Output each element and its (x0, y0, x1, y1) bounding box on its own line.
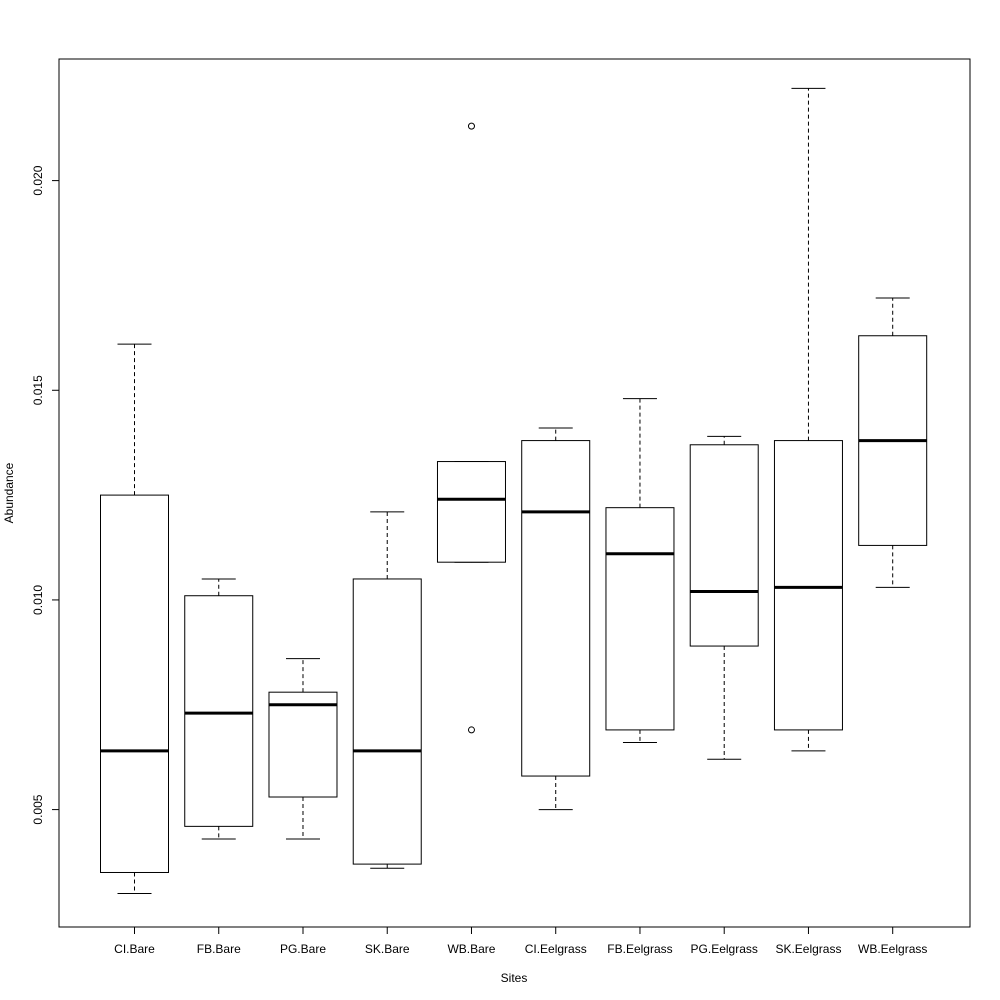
iqr-box (184, 595, 254, 827)
x-tick-label: FB.Bare (197, 942, 241, 956)
x-tick-label: SK.Eelgrass (775, 942, 841, 956)
iqr-box (352, 578, 422, 865)
y-axis: 0.005 0.010 0.015 0.020 (31, 165, 60, 825)
iqr-box (773, 440, 843, 731)
y-tick-label: 0.015 (31, 375, 45, 405)
iqr-box (605, 507, 675, 731)
iqr-box (100, 494, 169, 873)
x-tick-label: PG.Bare (280, 942, 326, 956)
box-SK.Eelgrass (773, 87, 843, 752)
x-axis-label: Sites (501, 971, 528, 985)
box-PG.Eelgrass (689, 435, 759, 760)
box-WB.Eelgrass (858, 297, 928, 588)
x-tick-label: WB.Bare (447, 942, 495, 956)
x-tick-label: CI.Bare (114, 942, 155, 956)
outlier-point (467, 726, 475, 734)
box-WB.Bare (436, 122, 506, 734)
y-tick-label: 0.005 (31, 794, 45, 824)
iqr-box (689, 444, 759, 647)
box-SK.Bare (352, 511, 422, 869)
y-tick-label: 0.020 (31, 165, 45, 195)
box-FB.Bare (184, 578, 254, 840)
x-tick-label: SK.Bare (365, 942, 410, 956)
x-tick-label: PG.Eelgrass (691, 942, 758, 956)
iqr-box (521, 440, 591, 777)
x-tick-label: CI.Eelgrass (525, 942, 587, 956)
outlier-point (467, 122, 475, 130)
x-tick-label: WB.Eelgrass (858, 942, 927, 956)
boxes-group (100, 87, 928, 894)
box-PG.Bare (268, 658, 338, 840)
y-axis-label: Abundance (2, 462, 16, 523)
box-CI.Bare (100, 343, 169, 894)
x-axis: CI.Bare FB.Bare PG.Bare SK.Bare WB.Bare CI.Ee… (114, 926, 927, 956)
box-CI.Eelgrass (521, 427, 591, 811)
box-FB.Eelgrass (605, 398, 675, 743)
iqr-box (268, 691, 338, 798)
iqr-box (436, 461, 506, 563)
x-tick-label: FB.Eelgrass (607, 942, 672, 956)
y-tick-label: 0.010 (31, 585, 45, 615)
